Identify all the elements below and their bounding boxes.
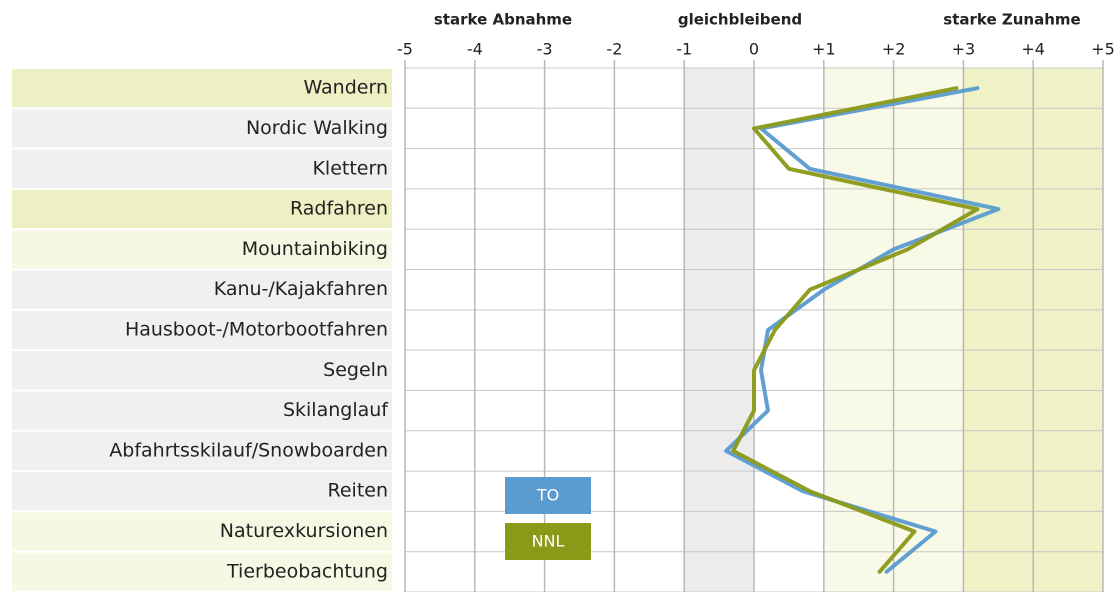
row-background: [12, 69, 392, 108]
plot-band: [684, 68, 754, 592]
x-tick-label: -4: [467, 40, 483, 59]
row-background: [12, 391, 392, 430]
category-label: Klettern: [312, 157, 388, 179]
category-label: Naturexkursionen: [220, 520, 388, 542]
category-label: Wandern: [303, 77, 388, 99]
category-label: Mountainbiking: [242, 238, 388, 260]
legend-swatch: [505, 523, 591, 560]
x-tick-label: +5: [1091, 40, 1115, 59]
x-tick-label: -5: [397, 40, 413, 59]
row-background: [12, 149, 392, 188]
x-tick-label: +1: [812, 40, 836, 59]
x-tick-label: +3: [952, 40, 976, 59]
annotation: starke Abnahme: [434, 11, 572, 29]
x-tick-label: +2: [882, 40, 906, 59]
legend-label: NNL: [532, 532, 565, 551]
row-background: [12, 351, 392, 390]
x-tick-label: -3: [537, 40, 553, 59]
row-background: [12, 552, 392, 591]
category-label: Reiten: [328, 480, 389, 502]
category-label: Segeln: [323, 359, 388, 381]
annotation: gleichbleibend: [678, 11, 802, 29]
series-line: [731, 86, 980, 574]
row-background: [12, 431, 392, 471]
row-background: [12, 512, 392, 551]
category-label: Kanu-/Kajakfahren: [214, 278, 388, 300]
x-tick-label: 0: [749, 40, 759, 59]
series-line: [724, 86, 1001, 574]
x-tick-label: -2: [606, 40, 622, 59]
row-background: [12, 310, 392, 350]
row-background: [12, 270, 392, 309]
x-tick-label: +4: [1021, 40, 1045, 59]
category-label: Hausboot-/Motorbootfahren: [125, 319, 388, 341]
category-label: Tierbeobachtung: [226, 560, 388, 582]
category-label: Skilanglauf: [283, 399, 389, 421]
row-background: [12, 189, 392, 229]
legend-swatch: [505, 477, 591, 514]
legend-label: TO: [536, 486, 559, 505]
row-background: [12, 472, 392, 511]
category-label: Abfahrtsskilauf/Snowboarden: [109, 439, 388, 461]
category-label: Nordic Walking: [246, 117, 388, 139]
category-label: Radfahren: [290, 198, 388, 220]
row-background: [12, 109, 392, 148]
x-tick-label: -1: [676, 40, 692, 59]
annotation: starke Zunahme: [943, 11, 1080, 29]
row-background: [12, 230, 392, 269]
